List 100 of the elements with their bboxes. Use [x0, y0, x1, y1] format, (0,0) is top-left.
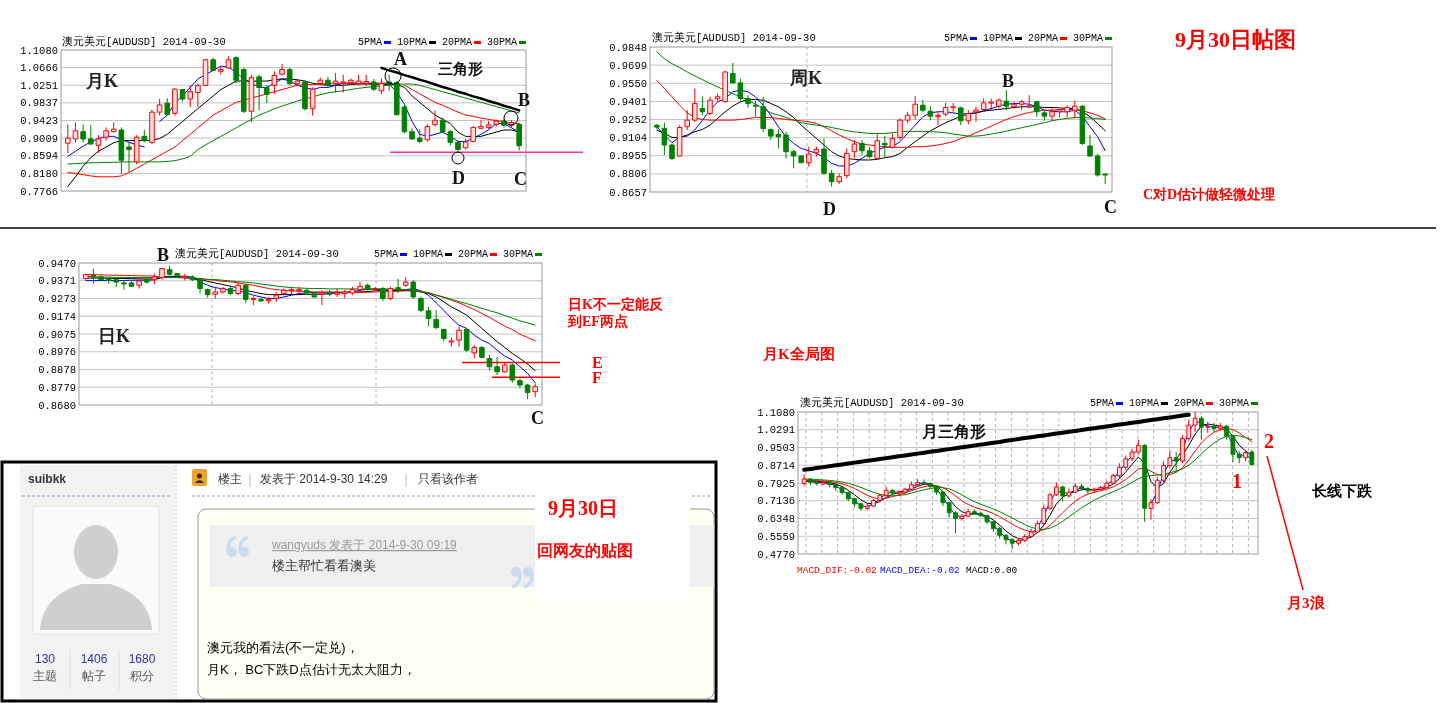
y-tick-label: 0.8976: [38, 346, 76, 359]
title: 澳元美元[AUDUSD] 2014-09-30: [800, 397, 964, 409]
legend-label: 20PMA: [1173, 398, 1204, 409]
legend-label: 30PMA: [503, 249, 533, 260]
annotation: C: [531, 408, 544, 428]
y-tick-label: 0.7925: [757, 477, 795, 490]
annotation: B: [1002, 71, 1014, 91]
annotation: A: [394, 49, 407, 69]
annotation: 周K: [790, 68, 822, 88]
title: 澳元美元[AUDUSD] 2014-09-30: [175, 248, 339, 260]
legend-label: 10PMA: [982, 33, 1013, 44]
legend-label: 5PMA: [943, 33, 968, 44]
title: 澳元美元[AUDUSD] 2014-09-30: [652, 32, 816, 44]
annotation: 日K不一定能反: [568, 297, 663, 312]
y-tick-label: 0.5559: [757, 530, 795, 543]
annotation: 130: [35, 652, 55, 666]
y-tick-label: 0.9470: [38, 257, 76, 270]
legend-label: 30PMA: [1073, 33, 1103, 44]
y-tick-label: 0.9371: [38, 275, 76, 288]
annotation: 月3浪: [1287, 595, 1325, 611]
legend-label: 20PMA: [1027, 33, 1058, 44]
y-tick-label: 0.9837: [20, 97, 58, 110]
annotation: 楼主: [218, 472, 242, 486]
annotation: B: [157, 245, 169, 265]
legend-label: 10PMA: [412, 249, 443, 260]
y-tick-label: 0.8878: [38, 363, 76, 376]
annotation: 1: [1232, 470, 1242, 492]
y-tick-label: 1.1080: [757, 406, 795, 419]
annotation: 三角形: [438, 61, 483, 77]
annotation: 主题: [33, 669, 57, 683]
annotation: 发表于 2014-9-30 14:29: [260, 472, 388, 486]
annotation: 1406: [80, 652, 108, 666]
annotation: 1680: [128, 652, 156, 666]
annotation: C对D估计做轻微处理: [1143, 187, 1276, 202]
y-tick-label: 0.6348: [757, 513, 795, 525]
legend-label: 20PMA: [457, 249, 488, 260]
y-tick-label: 1.0666: [20, 62, 58, 75]
title: 澳元美元[AUDUSD] 2014-09-30: [62, 36, 226, 48]
y-tick-label: 0.9699: [609, 59, 647, 72]
annotation: 月K全局图: [763, 346, 835, 362]
legend-label: 5PMA: [373, 249, 398, 260]
annotation: 帖子: [82, 669, 106, 683]
y-tick-label: 1.0251: [20, 79, 58, 92]
y-tick-label: 0.9273: [38, 292, 76, 305]
annotation: 9月30日帖图: [1175, 27, 1296, 52]
annotation: MACD_DIF:-0.02: [797, 565, 877, 576]
y-tick-label: 0.9550: [609, 77, 647, 90]
y-tick-label: 1.1080: [20, 44, 58, 57]
y-tick-label: 0.9009: [20, 132, 58, 145]
y-tick-label: 0.9252: [609, 114, 647, 127]
legend-label: 10PMA: [1128, 398, 1159, 409]
annotation: D: [452, 168, 465, 188]
y-tick-label: 0.9075: [38, 328, 76, 341]
legend-label: 20PMA: [441, 37, 472, 48]
y-tick-label: 0.9503: [757, 442, 795, 454]
annotation: 长线下跌: [1312, 483, 1372, 499]
annotation: MACD_DEA:-0.02: [880, 565, 960, 576]
legend-label: 30PMA: [487, 37, 517, 48]
legend-label: 10PMA: [396, 37, 427, 48]
y-tick-label: 0.9104: [609, 132, 647, 145]
annotation: C: [1104, 197, 1117, 217]
annotation: D: [823, 199, 836, 219]
y-tick-label: 0.7766: [20, 185, 58, 198]
annotation: 月K， BC下跌D点估计无太大阻力，: [207, 662, 416, 677]
y-tick-label: 0.8680: [38, 399, 76, 412]
y-tick-label: 0.8594: [20, 150, 58, 163]
annotation: wangyuds 发表于 2014-9-30 09:19: [272, 538, 457, 552]
y-tick-label: 0.8657: [609, 186, 647, 199]
legend-label: 30PMA: [1219, 398, 1249, 409]
annotation: 楼主帮忙看看澳美: [272, 558, 376, 573]
annotation: 积分: [130, 669, 154, 683]
y-tick-label: 0.8180: [20, 167, 58, 180]
annotation: 月K: [86, 71, 118, 91]
annotation: suibkk: [28, 472, 66, 486]
annotation: B: [518, 90, 530, 110]
y-tick-label: 0.8955: [609, 150, 647, 163]
annotation: 月三角形: [922, 423, 986, 440]
y-tick-label: 0.9848: [609, 41, 647, 54]
annotation: 只看该作者: [418, 472, 478, 486]
annotation: 9月30日: [548, 497, 618, 519]
ref-line-label: F: [592, 369, 602, 387]
y-tick-label: 0.9423: [20, 115, 58, 127]
y-tick-label: 0.9174: [38, 310, 76, 323]
y-tick-label: 0.8714: [757, 459, 795, 472]
y-tick-label: 0.8806: [609, 168, 647, 181]
annotation: 澳元我的看法(不一定兑)，: [207, 640, 359, 655]
y-tick-label: 1.0291: [757, 424, 795, 437]
y-tick-label: 0.4770: [757, 548, 795, 561]
annotation: C: [514, 169, 527, 189]
legend-label: 5PMA: [1089, 398, 1114, 409]
y-tick-label: 0.9401: [609, 95, 647, 108]
y-tick-label: 0.7136: [757, 495, 795, 508]
annotation: MACD:0.00: [966, 565, 1018, 576]
annotation: 回网友的贴图: [537, 542, 633, 559]
annotation: 日K: [98, 326, 130, 346]
y-tick-label: 0.8779: [38, 381, 76, 394]
annotation: 2: [1264, 430, 1274, 452]
legend-label: 5PMA: [357, 37, 382, 48]
annotation: 到EF两点: [568, 314, 628, 329]
ref-line-label: E: [592, 354, 603, 372]
